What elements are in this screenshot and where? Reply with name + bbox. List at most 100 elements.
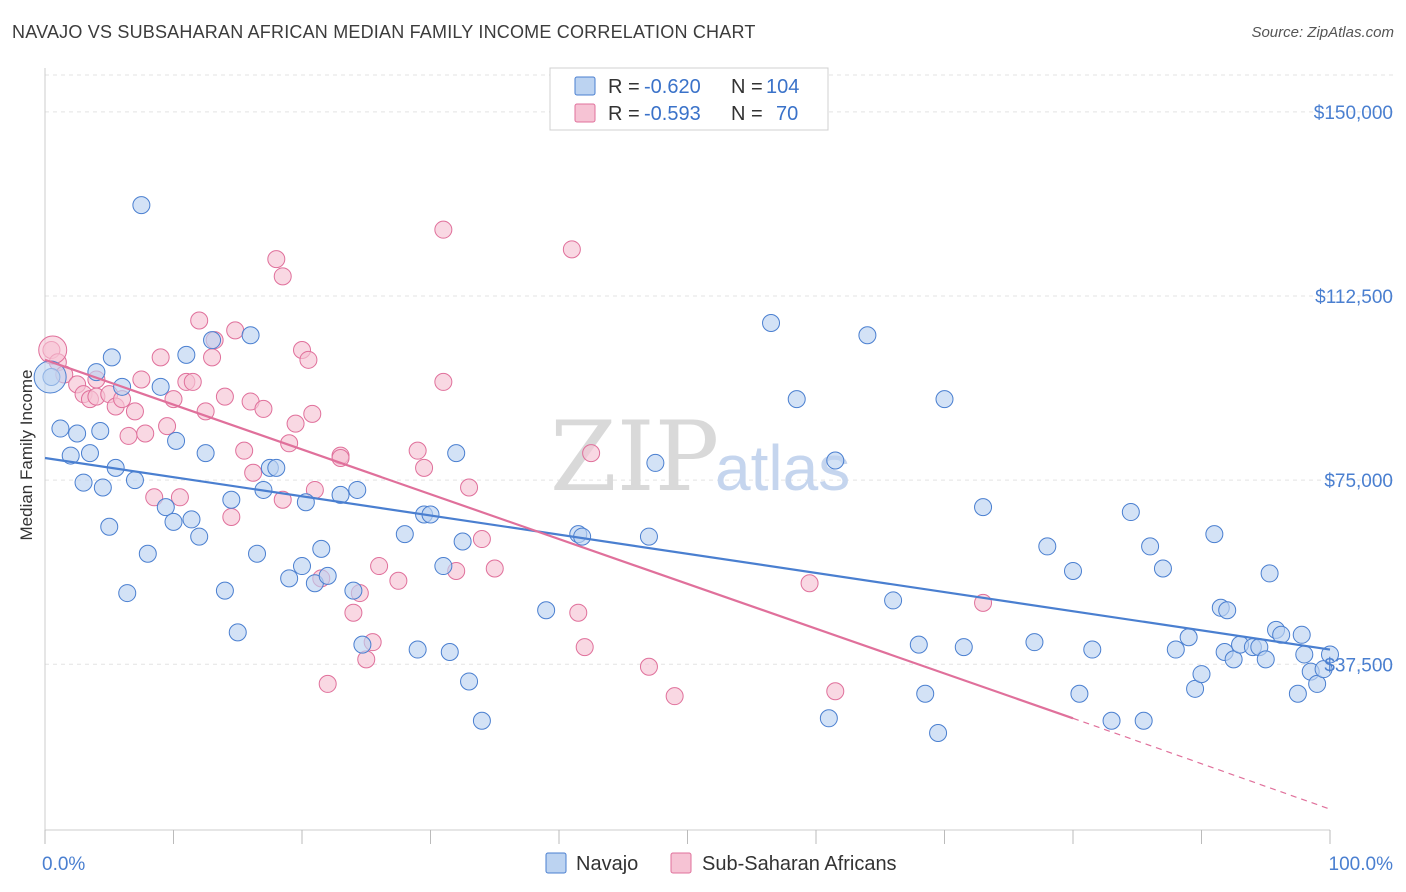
y-tick-label-2: $112,500 xyxy=(1315,287,1393,308)
navajo-point-41 xyxy=(344,581,363,600)
navajo-point-40 xyxy=(331,485,350,504)
navajo-point-26 xyxy=(215,581,234,600)
navajo-point-16 xyxy=(138,544,157,563)
x-tick-label-0: 0.0% xyxy=(42,854,85,875)
navajo-point-19 xyxy=(164,512,183,531)
navajo-point-22 xyxy=(182,510,201,529)
grid-lines xyxy=(45,74,1395,665)
sub-saharan-point-63 xyxy=(582,444,601,463)
navajo-point-8 xyxy=(91,422,110,441)
sub-saharan-point-19 xyxy=(170,488,189,507)
navajo-point-25 xyxy=(203,331,222,350)
navajo-point-20 xyxy=(167,431,186,450)
legend-swatch-sub-saharan xyxy=(574,103,596,123)
bottom-legend: Navajo Sub-Saharan Africans xyxy=(545,852,897,875)
navajo-point-29 xyxy=(241,326,260,345)
legend-n-value-1: 104 xyxy=(766,76,799,98)
sub-saharan-point-11 xyxy=(119,426,138,445)
sub-saharan-point-59 xyxy=(485,559,504,578)
navajo-point-74 xyxy=(1070,684,1089,703)
bottom-legend-sub-saharan: Sub-Saharan Africans xyxy=(702,853,897,875)
navajo-point-94 xyxy=(1260,564,1279,583)
sub-saharan-trend-line xyxy=(44,358,1074,720)
navajo-point-30 xyxy=(248,544,267,563)
sub-saharan-point-27 xyxy=(222,507,241,526)
navajo-point-93 xyxy=(1256,650,1275,669)
navajo-point-70 xyxy=(974,498,993,517)
navajo-point-103 xyxy=(1321,645,1339,664)
navajo-point-44 xyxy=(395,525,414,544)
navajo-point-42 xyxy=(348,480,367,499)
sub-saharan-point-57 xyxy=(460,478,479,497)
legend-r-value-1: -0.620 xyxy=(644,76,701,98)
sub-saharan-point-17 xyxy=(158,417,177,436)
navajo-point-28 xyxy=(228,623,247,642)
navajo-point-65 xyxy=(909,635,928,654)
navajo-point-57 xyxy=(639,527,658,546)
sub-saharan-point-32 xyxy=(254,399,273,418)
navajo-point-61 xyxy=(819,709,838,728)
navajo-point-17 xyxy=(151,377,170,396)
sub-saharan-point-39 xyxy=(299,350,318,369)
trend-lines xyxy=(44,358,1331,810)
navajo-point-79 xyxy=(1141,537,1160,556)
navajo-point-18 xyxy=(156,498,175,517)
chart-title: NAVAJO VS SUBSAHARAN AFRICAN MEDIAN FAMI… xyxy=(12,22,756,42)
sub-saharan-point-58 xyxy=(472,530,491,549)
navajo-point-24 xyxy=(196,444,215,463)
y-tick-label-0: $37,500 xyxy=(1324,655,1393,676)
navajo-point-69 xyxy=(954,638,973,657)
navajo-point-50 xyxy=(447,444,466,463)
navajo-point-39 xyxy=(318,566,337,585)
sub-saharan-point-48 xyxy=(357,650,376,669)
sub-saharan-point-46 xyxy=(344,603,363,622)
sub-saharan-point-65 xyxy=(665,687,684,706)
navajo-point-49 xyxy=(440,642,459,661)
sub-saharan-point-64 xyxy=(639,657,658,676)
sub-saharan-point-60 xyxy=(562,240,581,259)
legend-n-label-1: N = xyxy=(731,76,763,98)
sub-saharan-point-15 xyxy=(145,488,164,507)
source-label: Source: ZipAtlas.com xyxy=(1251,24,1394,41)
sub-saharan-point-51 xyxy=(389,571,408,590)
navajo-point-84 xyxy=(1192,665,1211,684)
navajo-point-60 xyxy=(787,390,806,409)
y-tick-label-1: $75,000 xyxy=(1324,471,1393,492)
navajo-point-38 xyxy=(312,539,331,558)
navajo-point-58 xyxy=(646,453,665,472)
navajo-point-71 xyxy=(1025,633,1044,652)
navajo-point-63 xyxy=(858,326,877,345)
navajo-point-23 xyxy=(190,527,209,546)
navajo-point-64 xyxy=(884,591,903,610)
sub-saharan-point-29 xyxy=(235,441,254,460)
sub-saharan-point-53 xyxy=(415,458,434,477)
navajo-point-73 xyxy=(1064,561,1082,580)
y-tick-label-3: $150,000 xyxy=(1314,103,1393,124)
navajo-point-45 xyxy=(408,640,427,659)
navajo-point-98 xyxy=(1292,625,1311,644)
navajo-point-43 xyxy=(353,635,372,654)
axes xyxy=(44,68,1331,844)
navajo-point-27 xyxy=(222,490,241,509)
navajo-point-75 xyxy=(1083,640,1102,659)
navajo-point-34 xyxy=(280,569,299,588)
bottom-legend-swatch-sub-saharan xyxy=(670,852,692,874)
navajo-point-52 xyxy=(460,672,479,691)
navajo-point-88 xyxy=(1218,601,1237,620)
navajo-point-85 xyxy=(1205,525,1224,544)
sub-saharan-point-26 xyxy=(215,387,234,406)
navajo-point-80 xyxy=(1153,559,1172,578)
bottom-legend-navajo: Navajo xyxy=(576,853,638,875)
navajo-point-67 xyxy=(929,724,948,743)
navajo-point-66 xyxy=(916,684,935,703)
sub-saharan-point-14 xyxy=(136,424,155,443)
sub-saharan-point-54 xyxy=(434,372,453,391)
navajo-point-62 xyxy=(826,451,845,470)
sub-saharan-cluster-point xyxy=(38,335,68,365)
navajo-point-33 xyxy=(267,458,286,477)
legend-n-label-2: N = xyxy=(731,103,763,125)
navajo-point-9 xyxy=(100,517,119,536)
sub-saharan-point-52 xyxy=(408,441,427,460)
sub-saharan-point-21 xyxy=(183,372,202,391)
